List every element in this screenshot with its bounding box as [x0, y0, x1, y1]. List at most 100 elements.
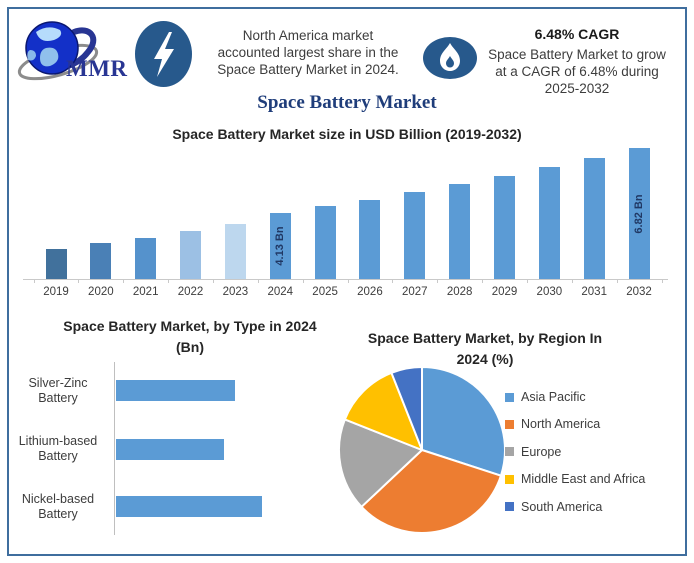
legend-swatch-middle-east-and-africa: [505, 474, 514, 484]
x-tick-label-2028: 2028: [446, 286, 473, 298]
cagr-line: Space Battery Market to grow: [488, 47, 666, 62]
type-bar-chart: Silver-Zinc Battery Lithium-based Battery Ni…: [0, 0, 340, 563]
legend-label: South America: [521, 499, 603, 514]
north-america-note: North America market accounted largest s…: [196, 27, 420, 78]
x-tick-label-2024: 2024: [267, 286, 294, 298]
type-chart-title: Space Battery Market, by Type in 2024 (B…: [20, 316, 360, 358]
legend-label: Middle East and Africa: [521, 472, 646, 487]
legend-item-asia-pacific: Asia Pacific: [505, 388, 586, 406]
bar-2028: [449, 184, 471, 279]
x-axis-tick: [257, 279, 259, 283]
x-axis-tick: [661, 279, 663, 283]
x-tick-label-2021: 2021: [132, 286, 159, 298]
category-label-line: Lithium-based: [18, 434, 98, 448]
lightning-bolt-icon: [135, 21, 192, 92]
pie-slice-asia-pacific: [421, 366, 506, 477]
x-tick-label-2029: 2029: [491, 286, 518, 298]
x-axis-tick: [616, 279, 618, 283]
note-line: North America market: [242, 28, 374, 43]
legend-swatch-europe: [505, 447, 514, 457]
legend-item-south-america: South America: [505, 498, 602, 516]
x-axis-tick: [33, 279, 35, 283]
type-chart-title-line: Space Battery Market, by Type in 2024: [63, 318, 317, 334]
x-tick-label-2020: 2020: [88, 286, 114, 298]
category-label-nickel-based-battery: Nickel-based Battery: [8, 492, 108, 522]
x-axis-tick: [571, 279, 573, 283]
bar-2032: [628, 148, 650, 279]
page-title: Space Battery Market: [257, 92, 437, 113]
x-axis-tick: [213, 279, 214, 283]
bar-2019: [45, 249, 67, 279]
category-label-silver-zinc-battery: Silver-Zinc Battery: [8, 376, 108, 406]
x-tick-label-2023: 2023: [222, 286, 249, 298]
legend-item-europe: Europe: [505, 443, 561, 461]
bar-lithium-based-battery: [116, 438, 224, 460]
note-line: Space Battery Market in 2024.: [217, 62, 399, 77]
x-axis-tick: [302, 279, 304, 283]
pie-slice-south-america: [390, 366, 423, 451]
region-chart-title-line: 2024 (%): [456, 351, 514, 367]
bar-2029: [494, 176, 515, 279]
type-chart-title-line: (Bn): [176, 339, 204, 355]
x-tick-label-2025: 2025: [312, 286, 338, 298]
market-size-chart-title: Space Battery Market size in USD Billion…: [172, 126, 522, 142]
flame-icon: [423, 37, 477, 84]
legend-swatch-south-america: [505, 502, 514, 512]
x-tick-label-2022: 2022: [177, 286, 204, 298]
legend-label: Europe: [521, 444, 562, 459]
bar-2030: [538, 167, 560, 279]
category-label-line: Battery: [38, 506, 78, 521]
note-line: accounted largest share in the: [217, 45, 399, 60]
x-axis-tick: [123, 279, 125, 283]
x-tick-label-2031: 2031: [581, 286, 607, 298]
bar-2026: [359, 200, 381, 279]
pie-slice-middle-east-and-africa: [343, 371, 423, 451]
bar-2022: [180, 231, 202, 279]
market-size-bar-chart: 2019 2020 2021 2022 2023 2024 4.13 Bn 2025 2026 2…: [23, 148, 668, 298]
region-pie-chart: [338, 366, 506, 534]
mmr-logo: MMR: [16, 18, 146, 88]
bar-2031: [583, 158, 605, 279]
legend-label: North America: [521, 417, 601, 432]
x-axis-tick: [526, 279, 528, 283]
category-label-line: Nickel-based: [21, 491, 95, 506]
bar-silver-zinc-battery: [116, 380, 235, 401]
bar-2024: [269, 213, 291, 279]
category-label-lithium-based-battery: Lithium-based Battery: [8, 434, 108, 464]
x-axis-tick: [437, 279, 439, 283]
x-tick-label-2027: 2027: [402, 286, 428, 298]
bar-2021: [135, 238, 157, 279]
bar-2023: [224, 224, 246, 279]
x-axis-tick: [392, 279, 394, 283]
bar-nickel-based-battery: [116, 496, 262, 517]
cagr-note: 6.48% CAGR Space Battery Market to grow …: [478, 26, 676, 97]
x-tick-label-2019: 2019: [43, 286, 69, 298]
x-axis-tick: [78, 279, 80, 283]
x-tick-label-2032: 2032: [626, 286, 652, 298]
x-axis-tick: [347, 279, 349, 283]
legend-label: Asia Pacific: [521, 390, 586, 404]
legend-swatch-north-america: [505, 419, 514, 429]
legend-item-middle-east-and-africa: Middle East and Africa: [505, 470, 645, 488]
pie-legend: Asia Pacific North America Europe Middle Ea…: [505, 388, 685, 528]
x-axis-tick: [482, 279, 484, 283]
x-axis-line: [23, 279, 668, 280]
bar-2020: [90, 243, 112, 279]
region-chart-title: Space Battery Market, by Region In 2024 …: [350, 328, 620, 370]
category-label-line: Battery: [38, 390, 78, 405]
category-label-line: Silver-Zinc: [28, 375, 88, 390]
cagr-value: 6.48% CAGR: [534, 26, 620, 42]
region-chart-title-line: Space Battery Market, by Region In: [367, 330, 603, 346]
x-axis-tick: [168, 279, 170, 283]
y-axis-line: [114, 362, 115, 535]
bar-value-label-2032: 6.82 Bn: [633, 193, 646, 234]
category-label-line: Battery: [38, 449, 78, 463]
globe-icon: [17, 21, 99, 81]
pie-slice-north-america: [360, 449, 502, 534]
cagr-line: 2025-2032: [544, 81, 610, 96]
legend-swatch-asia-pacific: [505, 392, 514, 402]
logo-wordmark: MMR: [66, 56, 128, 81]
x-tick-label-2030: 2030: [536, 286, 563, 298]
bar-2027: [404, 192, 426, 279]
